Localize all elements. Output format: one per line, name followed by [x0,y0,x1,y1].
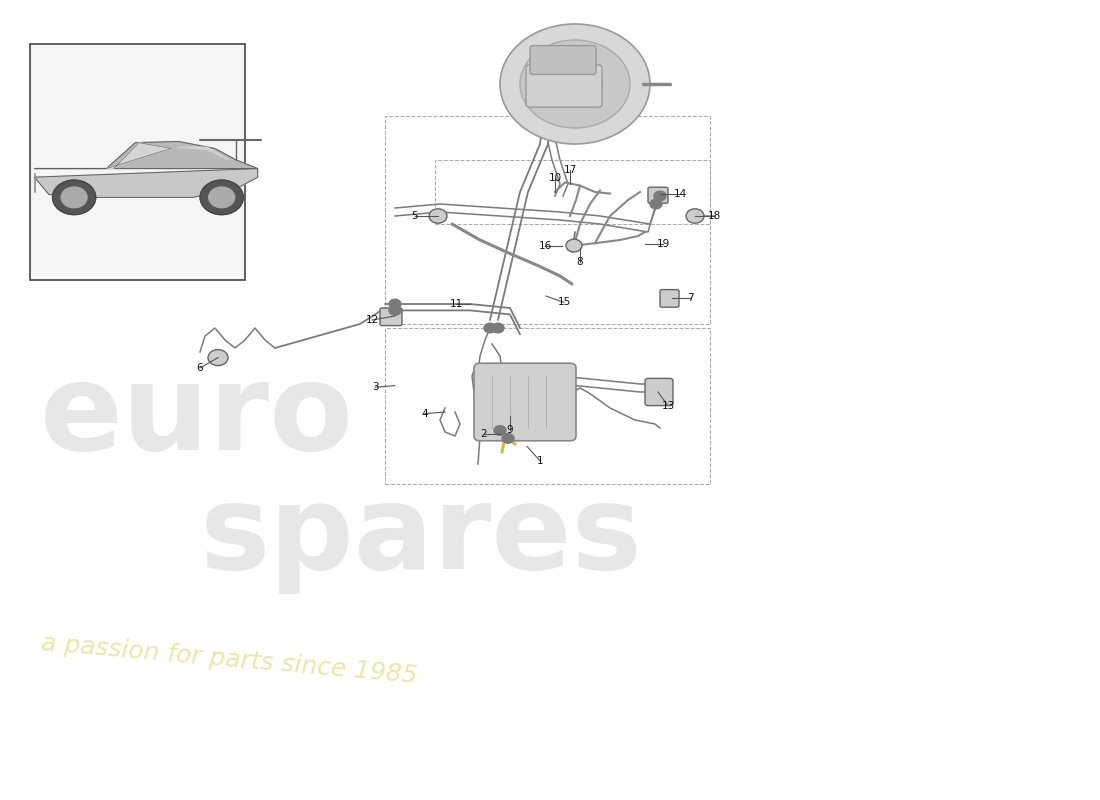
Circle shape [389,299,402,309]
FancyBboxPatch shape [530,46,596,74]
Circle shape [53,180,96,214]
Circle shape [654,191,666,201]
Text: 15: 15 [558,298,571,307]
Text: 2: 2 [481,429,487,438]
Circle shape [686,209,704,223]
Circle shape [200,180,243,214]
FancyBboxPatch shape [526,65,602,107]
Text: 5: 5 [411,211,418,221]
Circle shape [502,434,514,443]
Text: 11: 11 [450,299,463,309]
FancyBboxPatch shape [660,290,679,307]
Text: 16: 16 [538,241,551,250]
Text: 7: 7 [686,294,693,303]
Circle shape [500,24,650,144]
Circle shape [389,306,402,315]
FancyBboxPatch shape [645,378,673,406]
Polygon shape [107,142,172,169]
Text: 9: 9 [507,426,514,435]
Polygon shape [34,169,257,198]
Text: 1: 1 [537,456,543,466]
Circle shape [548,62,603,106]
Text: 12: 12 [365,315,378,325]
Text: 6: 6 [197,363,204,373]
Circle shape [209,187,234,208]
Circle shape [429,209,447,223]
Circle shape [492,323,504,333]
Circle shape [494,426,506,435]
Text: 19: 19 [657,239,670,249]
Text: a passion for parts since 1985: a passion for parts since 1985 [40,631,418,689]
Polygon shape [178,147,229,160]
Text: 10: 10 [549,173,562,182]
Text: 8: 8 [576,258,583,267]
FancyBboxPatch shape [474,363,576,441]
FancyBboxPatch shape [379,308,401,326]
Bar [30,44,245,280]
FancyBboxPatch shape [648,187,668,203]
Circle shape [208,350,228,366]
Polygon shape [34,142,257,169]
Text: 13: 13 [661,401,674,410]
Text: spares: spares [200,478,642,594]
Circle shape [62,187,87,208]
Text: 3: 3 [372,382,378,392]
Circle shape [566,239,582,252]
Circle shape [484,323,496,333]
Text: 17: 17 [563,165,576,174]
Text: euro: euro [40,358,354,474]
Text: 14: 14 [673,190,686,199]
Circle shape [650,199,662,209]
Circle shape [520,40,630,128]
Text: 18: 18 [707,211,721,221]
Text: 4: 4 [421,409,428,418]
